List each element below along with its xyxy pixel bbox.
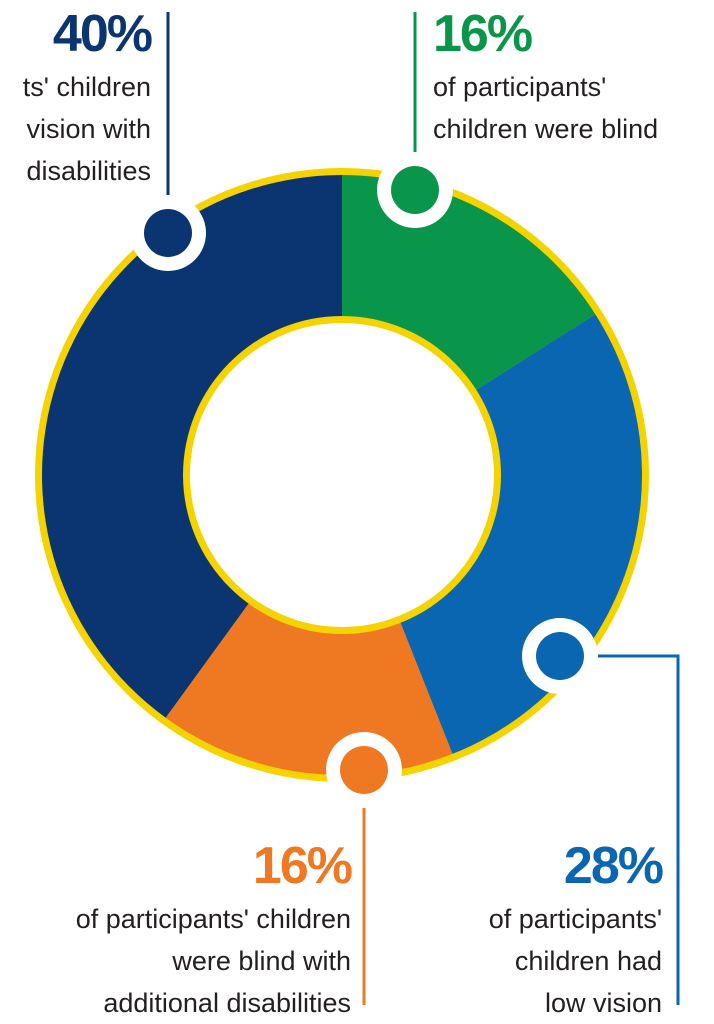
desc-line: ts' children <box>22 72 151 102</box>
marker-dot-blind-with-additional-disabilities <box>340 746 388 794</box>
callout-low-vision: 28% of participants' children had low vi… <box>488 837 664 1024</box>
desc-line: of participants' <box>433 72 607 102</box>
callout-low-vision-with-disabilities: 40% ts' children vision with disabilitie… <box>22 5 153 192</box>
desc-line: low vision <box>544 988 662 1018</box>
callout-connectors <box>130 12 680 1005</box>
desc-line: additional disabilities <box>103 988 351 1018</box>
percent-label-blind-with-additional-disabilities: 16% <box>252 837 353 895</box>
marker-dot-low-vision-with-disabilities <box>144 209 192 257</box>
percent-label-low-vision: 28% <box>563 837 664 895</box>
desc-line: children had <box>514 946 662 976</box>
percent-label-blind: 16% <box>433 5 533 63</box>
donut-slices <box>35 168 649 782</box>
desc-line: were blind with <box>172 946 351 976</box>
desc-line: disabilities <box>26 156 151 186</box>
callout-blind-with-additional-disabilities: 16% of participants' children were blind… <box>75 837 353 1024</box>
callout-blind: 16% of participants' children were blind <box>433 8 658 150</box>
desc-line: of participants' children <box>75 904 351 934</box>
marker-dot-blind <box>391 166 439 214</box>
connector-line-low-vision <box>560 654 680 1005</box>
desc-line: of participants' <box>488 904 662 934</box>
donut-hole <box>190 323 494 627</box>
percent-label-low-vision-with-disabilities: 40% <box>52 5 153 63</box>
desc-line: children were blind <box>433 114 659 144</box>
desc-line: vision with <box>26 114 151 144</box>
marker-dot-low-vision <box>536 632 584 680</box>
